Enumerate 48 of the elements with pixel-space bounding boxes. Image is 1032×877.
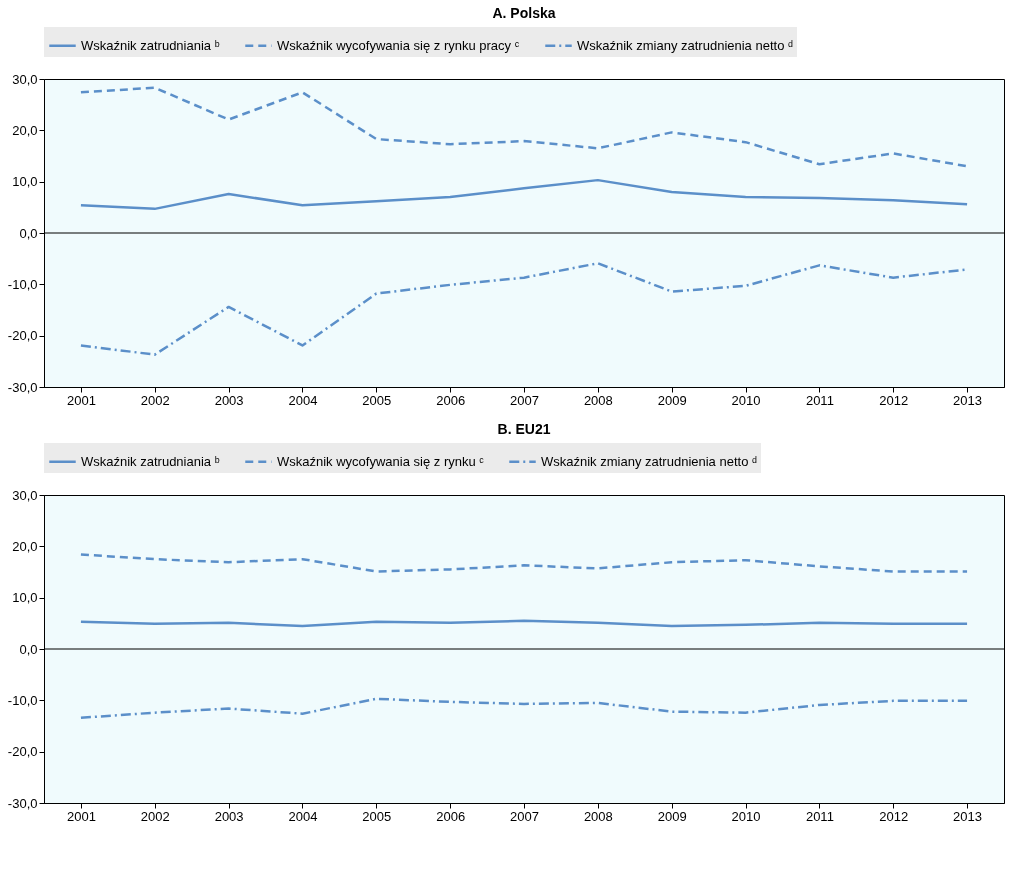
legend-label: Wskaźnik wycofywania się z rynku pracy ᶜ xyxy=(277,37,520,53)
x-tick-label: 2013 xyxy=(953,392,983,408)
x-tick-label: 2009 xyxy=(657,392,687,408)
x-tick-label: 2011 xyxy=(805,808,834,824)
x-tick-label: 2009 xyxy=(657,808,687,824)
y-tick-label: 0,0 xyxy=(19,641,38,657)
y-tick-label: 0,0 xyxy=(19,225,38,241)
legend-label: Wskaźnik zatrudniania ᵇ xyxy=(81,453,220,469)
x-tick-label: 2011 xyxy=(805,392,834,408)
x-tick-label: 2007 xyxy=(510,392,539,408)
x-tick-label: 2005 xyxy=(362,808,392,824)
y-tick-label: 10,0 xyxy=(12,590,38,606)
x-tick-label: 2007 xyxy=(510,808,539,824)
chart-title: B. EU21 xyxy=(497,421,551,437)
x-tick-label: 2004 xyxy=(288,808,318,824)
x-tick-label: 2001 xyxy=(66,392,96,408)
x-tick-label: 2008 xyxy=(583,392,613,408)
y-tick-label: 10,0 xyxy=(12,174,38,190)
x-tick-label: 2002 xyxy=(140,392,170,408)
x-tick-label: 2010 xyxy=(731,808,761,824)
x-tick-label: 2008 xyxy=(583,808,613,824)
x-tick-label: 2006 xyxy=(436,392,466,408)
x-tick-label: 2012 xyxy=(879,392,909,408)
y-tick-label: -10,0 xyxy=(7,692,38,708)
x-tick-label: 2013 xyxy=(953,808,983,824)
y-tick-label: 20,0 xyxy=(12,122,38,138)
x-tick-label: 2003 xyxy=(214,392,244,408)
legend-label: Wskaźnik zmiany zatrudnienia netto ᵈ xyxy=(541,453,757,469)
y-tick-label: -20,0 xyxy=(7,744,38,760)
x-tick-label: 2012 xyxy=(879,808,909,824)
y-tick-label: -20,0 xyxy=(7,328,38,344)
x-tick-label: 2010 xyxy=(731,392,761,408)
y-tick-label: -30,0 xyxy=(7,795,38,811)
legend-label: Wskaźnik zatrudniania ᵇ xyxy=(81,37,220,53)
y-tick-label: -10,0 xyxy=(7,276,38,292)
x-tick-label: 2002 xyxy=(140,808,170,824)
y-tick-label: 30,0 xyxy=(12,71,38,87)
x-tick-label: 2006 xyxy=(436,808,466,824)
x-tick-label: 2005 xyxy=(362,392,392,408)
y-tick-label: 30,0 xyxy=(12,487,38,503)
y-tick-label: -30,0 xyxy=(7,379,38,395)
legend-label: Wskaźnik wycofywania się z rynku ᶜ xyxy=(277,453,485,469)
y-tick-label: 20,0 xyxy=(12,538,38,554)
x-tick-label: 2003 xyxy=(214,808,244,824)
x-tick-label: 2001 xyxy=(66,808,96,824)
x-tick-label: 2004 xyxy=(288,392,318,408)
legend-label: Wskaźnik zmiany zatrudnienia netto ᵈ xyxy=(577,37,793,53)
chart-title: A. Polska xyxy=(492,5,556,21)
